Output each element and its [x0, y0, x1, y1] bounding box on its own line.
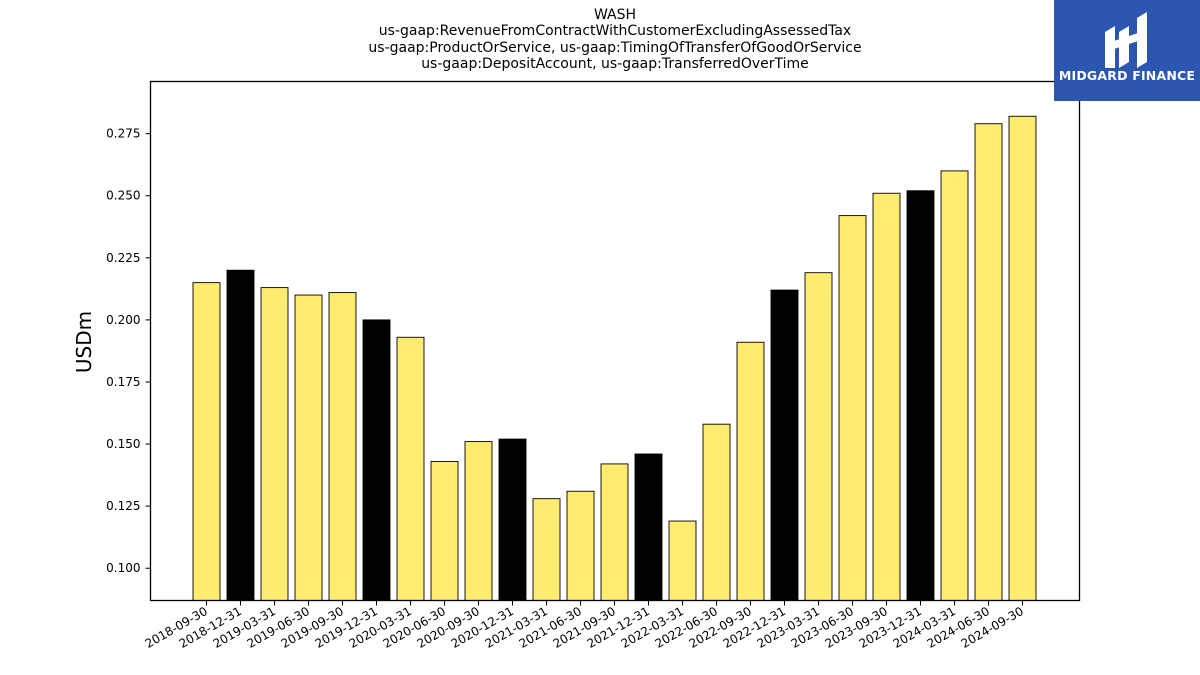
bar-2019-12-31: [362, 319, 391, 601]
plot-frame: [149, 80, 1081, 602]
y-tick-label: 0.250: [106, 189, 140, 203]
bar-2019-03-31: [260, 287, 289, 601]
bar-2024-06-30: [974, 123, 1003, 601]
chart-title-line: us-gaap:ProductOrService, us-gaap:Timing…: [368, 39, 862, 56]
y-tick-label: 0.175: [106, 375, 140, 389]
x-axis: 2018-09-302018-12-312019-03-312019-06-30…: [143, 600, 1026, 651]
bar-2019-06-30: [294, 294, 323, 601]
y-tick-label: 0.200: [106, 313, 140, 327]
bar-2021-06-30: [566, 490, 595, 601]
logo-text: MIDGARD FINANCE: [1058, 68, 1196, 83]
y-axis-label: USDm: [72, 311, 96, 373]
bar-2018-09-30: [192, 282, 221, 601]
bar-2020-06-30: [430, 460, 459, 601]
chart-title-line: us-gaap:RevenueFromContractWithCustomerE…: [378, 23, 852, 40]
bar-2020-12-31: [498, 438, 527, 601]
bar-2023-12-31: [906, 190, 935, 601]
bar-2023-09-30: [872, 192, 901, 601]
bar-2023-03-31: [804, 272, 833, 601]
bar-2024-03-31: [940, 170, 969, 601]
bar-2023-06-30: [838, 215, 867, 601]
bar-2022-06-30: [702, 423, 731, 601]
midgard-finance-logo: MIDGARD FINANCE: [1054, 0, 1200, 101]
bar-2021-09-30: [600, 463, 629, 601]
bar-2019-09-30: [328, 292, 357, 601]
bar-2020-03-31: [396, 336, 425, 601]
y-tick-label: 0.125: [106, 499, 140, 513]
chart-title-line: us-gaap:DepositAccount, us-gaap:Transfer…: [421, 55, 809, 72]
y-axis: 0.100 0.125 0.150 0.175 0.200 0.225 0.250 0.275: [106, 127, 151, 575]
bar-2024-09-30: [1008, 115, 1037, 601]
y-tick-label: 0.225: [106, 251, 140, 265]
midgard-finance-logo-icon: [1105, 12, 1147, 68]
y-tick-label: 0.100: [106, 561, 140, 575]
bars-group: [192, 115, 1037, 601]
chart-title: WASH us-gaap:RevenueFromContractWithCust…: [0, 7, 1200, 72]
y-tick-label: 0.275: [106, 127, 140, 141]
bar-2022-12-31: [770, 289, 799, 601]
y-tick-label: 0.150: [106, 437, 140, 451]
bar-2020-09-30: [464, 441, 493, 601]
bar-2018-12-31: [226, 269, 255, 601]
bar-2022-09-30: [736, 341, 765, 601]
bar-2021-12-31: [634, 453, 663, 601]
chart-title-line: WASH: [593, 7, 637, 23]
bar-2021-03-31: [532, 498, 561, 601]
bar-2022-03-31: [668, 520, 697, 601]
